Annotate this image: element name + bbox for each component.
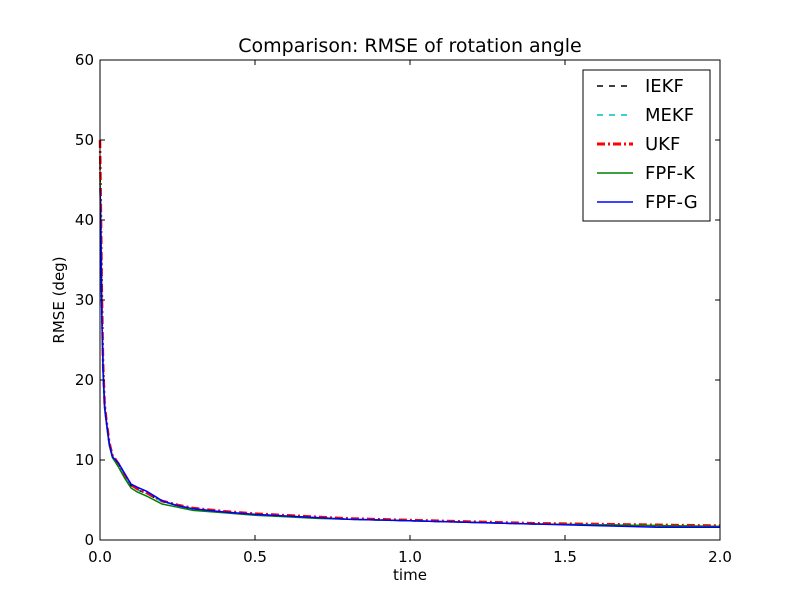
y-tick-label: 20 (75, 371, 94, 389)
x-tick-label: 0.5 (243, 548, 267, 566)
y-tick-label: 60 (75, 51, 94, 69)
legend: IEKF MEKF UKF FPF-K FPF-G (582, 69, 711, 222)
legend-label-iekf: IEKF (645, 76, 684, 97)
legend-label-fpf-g: FPF-G (645, 192, 698, 213)
y-tick-label: 10 (75, 451, 94, 469)
x-tick-label: 1.0 (398, 548, 422, 566)
y-tick-label: 40 (75, 211, 94, 229)
x-tick-label: 2.0 (708, 548, 732, 566)
y-tick-label: 0 (84, 531, 94, 549)
legend-label-ukf: UKF (645, 134, 680, 155)
legend-label-fpf-k: FPF-K (645, 163, 696, 184)
x-tick-label: 0.0 (88, 548, 112, 566)
plot-area (98, 139, 721, 528)
chart-title: Comparison: RMSE of rotation angle (238, 35, 582, 57)
series-line-fpf-g (99, 187, 720, 528)
axis-ticks: 0.0 0.5 1.0 1.5 2.0 0 10 20 30 40 50 60 (75, 51, 732, 566)
x-tick-label: 1.5 (553, 548, 577, 566)
legend-label-mekf: MEKF (645, 105, 694, 126)
y-tick-label: 50 (75, 131, 94, 149)
x-axis-label: time (393, 566, 427, 584)
y-axis-label: RMSE (deg) (50, 256, 68, 343)
y-tick-label: 30 (75, 291, 94, 309)
